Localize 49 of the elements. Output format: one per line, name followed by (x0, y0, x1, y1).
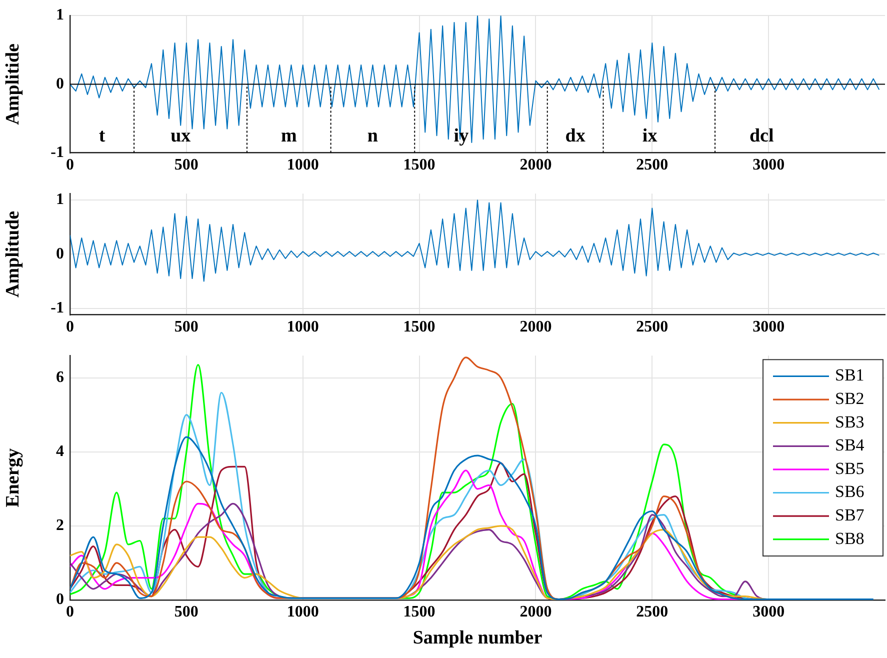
line-series (70, 436, 874, 600)
y-tick-label: 2 (56, 517, 64, 534)
y-tick-label: 6 (56, 368, 64, 386)
x-tick-label: 2000 (520, 318, 552, 336)
x-tick-label: 3000 (752, 604, 785, 621)
y-tick-label: 4 (56, 443, 64, 460)
legend-label: SB3 (835, 412, 864, 432)
x-tick-label: 1500 (403, 156, 436, 174)
legend-label: SB6 (835, 482, 864, 502)
x-tick-label: 1500 (403, 318, 436, 336)
y-tick-label: 1 (56, 191, 64, 208)
x-tick-label: 2500 (636, 156, 668, 174)
x-tick-label: 3000 (752, 156, 785, 174)
legend-label: SB2 (835, 389, 864, 408)
y-tick-label: 0 (56, 75, 64, 92)
x-tick-label: 2000 (520, 156, 552, 174)
x-tick-label: 500 (174, 604, 198, 621)
annotation: iy (454, 126, 470, 147)
legend-label: SB4 (835, 436, 865, 455)
x-tick-label: 1000 (286, 156, 319, 174)
y-tick-label: 0 (56, 245, 64, 262)
y-tick-label: 1 (56, 6, 64, 24)
y-axis-title: Energy (2, 448, 24, 508)
x-tick-label: 1000 (286, 318, 319, 336)
y-axis-title: Amplitude (2, 210, 24, 298)
x-tick-label: 2000 (520, 604, 552, 621)
annotation: t (98, 126, 106, 147)
x-tick-label: 1000 (286, 604, 319, 621)
x-tick-label: 1500 (403, 604, 436, 621)
x-axis-title: Sample number (412, 628, 543, 649)
x-tick-label: 3000 (752, 318, 785, 336)
x-tick-label: 2500 (636, 318, 668, 336)
y-axis-title: Amplitide (2, 44, 24, 125)
annotation: ux (170, 126, 192, 147)
annotation: m (280, 126, 297, 147)
annotation: n (367, 126, 378, 147)
x-tick-label: 500 (174, 156, 198, 174)
legend-label: SB7 (835, 506, 865, 525)
legend-label: SB5 (835, 458, 864, 478)
annotation: ix (642, 126, 658, 147)
legend-label: SB1 (835, 366, 864, 385)
x-tick-label: 2500 (636, 604, 668, 621)
y-tick-label: 0 (56, 591, 64, 608)
x-tick-label: 500 (174, 318, 198, 336)
annotation: dcl (749, 126, 774, 147)
annotation: dx (565, 126, 586, 147)
legend-label: SB8 (835, 528, 864, 548)
y-tick-label: -1 (50, 299, 64, 316)
y-tick-label: -1 (50, 144, 64, 161)
